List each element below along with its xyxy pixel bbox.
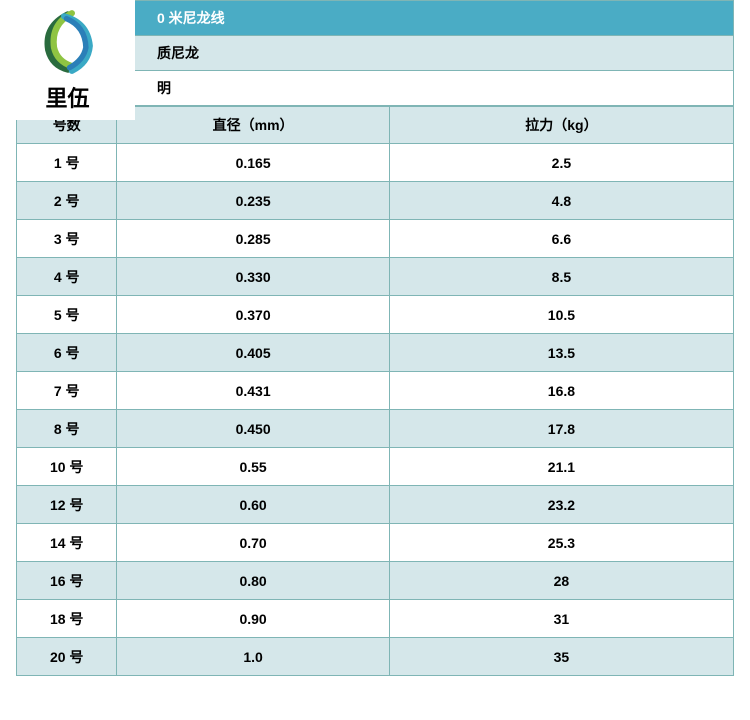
table-row: 5 号0.37010.5 bbox=[17, 296, 734, 334]
cell-number: 5 号 bbox=[17, 296, 117, 334]
cell-number: 16 号 bbox=[17, 562, 117, 600]
cell-tension: 25.3 bbox=[389, 524, 733, 562]
cell-diameter: 0.80 bbox=[117, 562, 389, 600]
cell-tension: 31 bbox=[389, 600, 733, 638]
brand-name: 里伍 bbox=[45, 81, 89, 113]
col-header-tension: 拉力（kg） bbox=[389, 107, 733, 144]
cell-number: 14 号 bbox=[17, 524, 117, 562]
swirl-logo-icon bbox=[28, 7, 108, 77]
cell-diameter: 0.285 bbox=[117, 220, 389, 258]
cell-diameter: 0.450 bbox=[117, 410, 389, 448]
cell-tension: 23.2 bbox=[389, 486, 733, 524]
table-row: 12 号0.6023.2 bbox=[17, 486, 734, 524]
cell-tension: 10.5 bbox=[389, 296, 733, 334]
table-row: 6 号0.40513.5 bbox=[17, 334, 734, 372]
cell-tension: 8.5 bbox=[389, 258, 733, 296]
spec-table-body: 1 号0.1652.52 号0.2354.83 号0.2856.64 号0.33… bbox=[17, 144, 734, 676]
cell-number: 4 号 bbox=[17, 258, 117, 296]
cell-number: 7 号 bbox=[17, 372, 117, 410]
cell-diameter: 0.90 bbox=[117, 600, 389, 638]
table-row: 2 号0.2354.8 bbox=[17, 182, 734, 220]
cell-diameter: 0.235 bbox=[117, 182, 389, 220]
cell-number: 2 号 bbox=[17, 182, 117, 220]
table-row: 10 号0.5521.1 bbox=[17, 448, 734, 486]
cell-diameter: 0.60 bbox=[117, 486, 389, 524]
cell-diameter: 0.70 bbox=[117, 524, 389, 562]
cell-diameter: 0.370 bbox=[117, 296, 389, 334]
brand-logo-overlay: 里伍 bbox=[0, 0, 135, 120]
table-row: 3 号0.2856.6 bbox=[17, 220, 734, 258]
table-row: 8 号0.45017.8 bbox=[17, 410, 734, 448]
table-row: 16 号0.8028 bbox=[17, 562, 734, 600]
cell-diameter: 0.431 bbox=[117, 372, 389, 410]
cell-number: 20 号 bbox=[17, 638, 117, 676]
cell-tension: 16.8 bbox=[389, 372, 733, 410]
table-row: 18 号0.9031 bbox=[17, 600, 734, 638]
table-row: 1 号0.1652.5 bbox=[17, 144, 734, 182]
cell-diameter: 0.55 bbox=[117, 448, 389, 486]
cell-diameter: 0.330 bbox=[117, 258, 389, 296]
spec-table: 号数 直径（mm） 拉力（kg） 1 号0.1652.52 号0.2354.83… bbox=[16, 106, 734, 676]
cell-tension: 4.8 bbox=[389, 182, 733, 220]
cell-tension: 21.1 bbox=[389, 448, 733, 486]
cell-tension: 35 bbox=[389, 638, 733, 676]
cell-tension: 28 bbox=[389, 562, 733, 600]
cell-number: 18 号 bbox=[17, 600, 117, 638]
cell-number: 10 号 bbox=[17, 448, 117, 486]
table-row: 7 号0.43116.8 bbox=[17, 372, 734, 410]
cell-number: 6 号 bbox=[17, 334, 117, 372]
cell-diameter: 0.165 bbox=[117, 144, 389, 182]
cell-number: 12 号 bbox=[17, 486, 117, 524]
cell-tension: 17.8 bbox=[389, 410, 733, 448]
col-header-diameter: 直径（mm） bbox=[117, 107, 389, 144]
cell-number: 3 号 bbox=[17, 220, 117, 258]
table-row: 14 号0.7025.3 bbox=[17, 524, 734, 562]
table-row: 20 号1.035 bbox=[17, 638, 734, 676]
table-row: 4 号0.3308.5 bbox=[17, 258, 734, 296]
cell-tension: 13.5 bbox=[389, 334, 733, 372]
cell-diameter: 0.405 bbox=[117, 334, 389, 372]
cell-number: 1 号 bbox=[17, 144, 117, 182]
cell-tension: 6.6 bbox=[389, 220, 733, 258]
cell-number: 8 号 bbox=[17, 410, 117, 448]
cell-tension: 2.5 bbox=[389, 144, 733, 182]
cell-diameter: 1.0 bbox=[117, 638, 389, 676]
